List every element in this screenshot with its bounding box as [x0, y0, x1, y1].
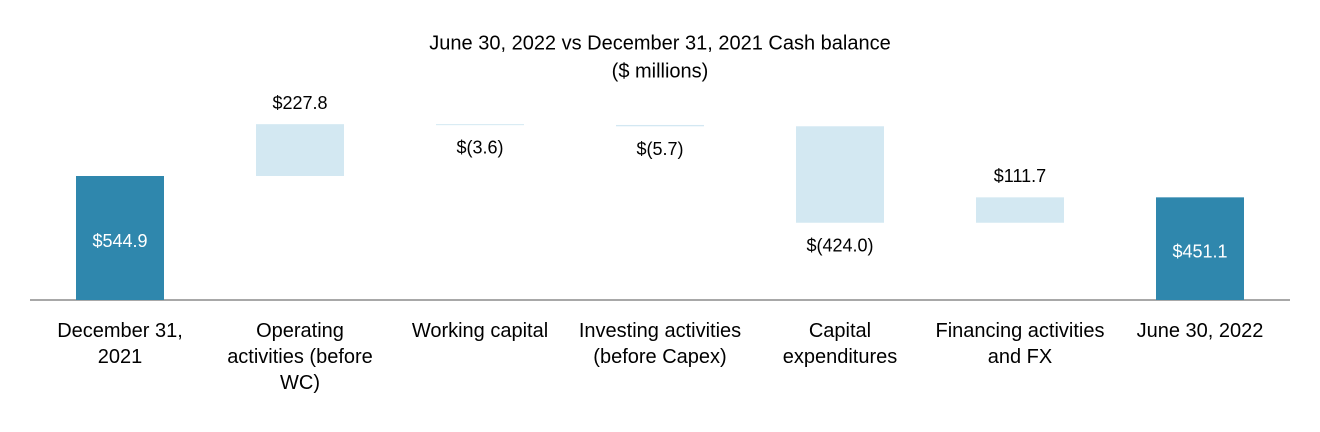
change-bar	[436, 124, 524, 126]
total-bar	[1156, 197, 1244, 300]
category-label: Investing activities (before Capex)	[578, 320, 742, 368]
value-label: $451.1	[1172, 241, 1227, 261]
chart-subtitle: ($ millions)	[612, 60, 709, 82]
value-label: $111.7	[994, 166, 1046, 186]
value-label: $544.9	[92, 231, 147, 251]
change-bar	[256, 124, 344, 176]
change-bar	[976, 197, 1064, 223]
change-bar	[616, 124, 704, 127]
category-label: Working capital	[411, 320, 549, 342]
value-label: $(424.0)	[806, 236, 873, 256]
chart-title: June 30, 2022 vs December 31, 2021 Cash …	[429, 32, 890, 54]
total-bar	[76, 176, 164, 300]
category-label: June 30, 2022	[1136, 320, 1264, 342]
category-label: Financing activities and FX	[935, 320, 1105, 368]
value-label: $(3.6)	[456, 138, 503, 158]
value-label: $(5.7)	[636, 139, 683, 159]
change-bar	[796, 126, 884, 223]
category-label: Operating activities (before WC)	[227, 320, 373, 394]
category-label: Capital expenditures	[782, 320, 898, 368]
category-label: December 31, 2021	[57, 320, 183, 368]
value-label: $227.8	[272, 93, 327, 113]
